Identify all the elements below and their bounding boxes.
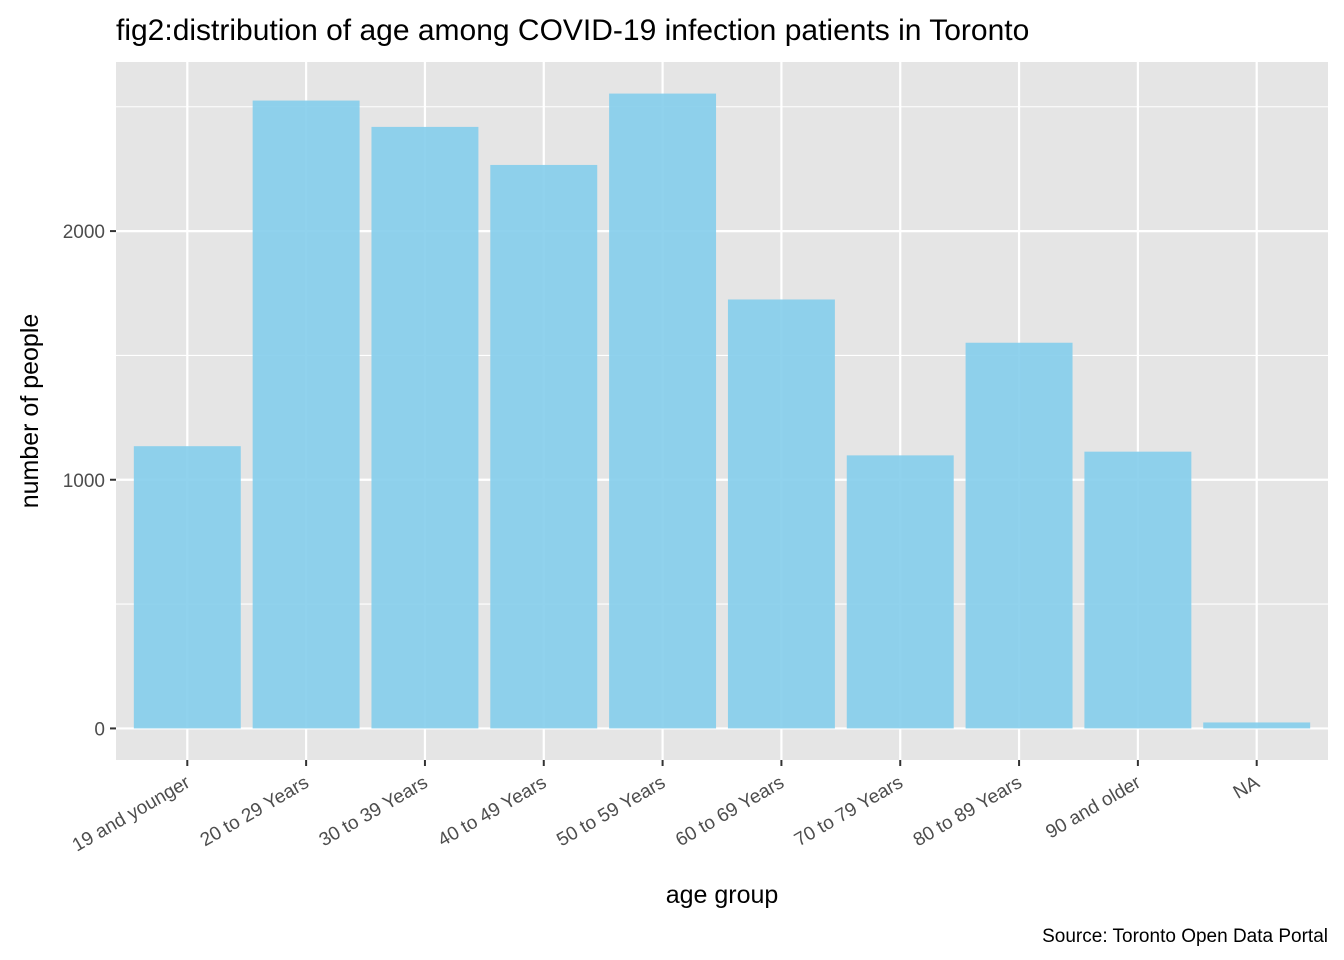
x-axis-title: age group (666, 881, 779, 909)
bar (1084, 451, 1192, 729)
x-tick-label: 50 to 59 Years (553, 772, 669, 851)
chart-title: fig2:distribution of age among COVID-19 … (116, 14, 1029, 47)
x-tick-label: NA (1230, 772, 1264, 804)
y-tick-label: 0 (94, 719, 105, 740)
bar (133, 446, 241, 729)
x-tick-label: 19 and younger (69, 772, 194, 857)
y-axis-title: number of people (16, 314, 44, 509)
bar (490, 164, 598, 729)
bar (727, 299, 835, 729)
y-tick-label: 2000 (63, 222, 105, 243)
bar (252, 100, 360, 729)
x-tick-label: 20 to 29 Years (197, 772, 313, 851)
bar (965, 342, 1073, 729)
x-axis-ticks: 19 and younger 20 to 29 Years 30 to 39 Yea… (69, 760, 1264, 857)
x-tick-label: 40 to 49 Years (435, 772, 551, 851)
x-tick-label: 80 to 89 Years (910, 772, 1026, 851)
x-tick-label: 30 to 39 Years (316, 772, 432, 851)
bar (1203, 722, 1311, 729)
caption: Source: Toronto Open Data Portal (1042, 926, 1328, 947)
bar (371, 126, 479, 729)
x-tick-label: 60 to 69 Years (672, 772, 788, 851)
x-tick-label: 70 to 79 Years (791, 772, 907, 851)
bar (846, 455, 954, 729)
x-tick-label: 90 and older (1042, 772, 1145, 843)
bar (609, 93, 717, 729)
y-axis-ticks: 0 1000 2000 (63, 222, 116, 740)
y-tick-label: 1000 (63, 471, 105, 492)
bars (133, 93, 1311, 729)
